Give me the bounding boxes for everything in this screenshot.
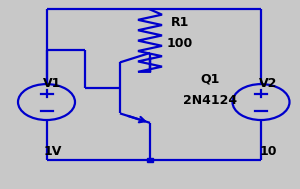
Text: V2: V2 [259,77,278,90]
Text: V1: V1 [43,77,62,90]
Text: 2N4124: 2N4124 [183,94,237,107]
Text: 100: 100 [167,37,193,50]
Text: R1: R1 [171,16,189,29]
Text: 1V: 1V [43,145,62,158]
Polygon shape [147,158,153,162]
Text: Q1: Q1 [200,73,220,86]
Text: 10: 10 [260,145,277,158]
